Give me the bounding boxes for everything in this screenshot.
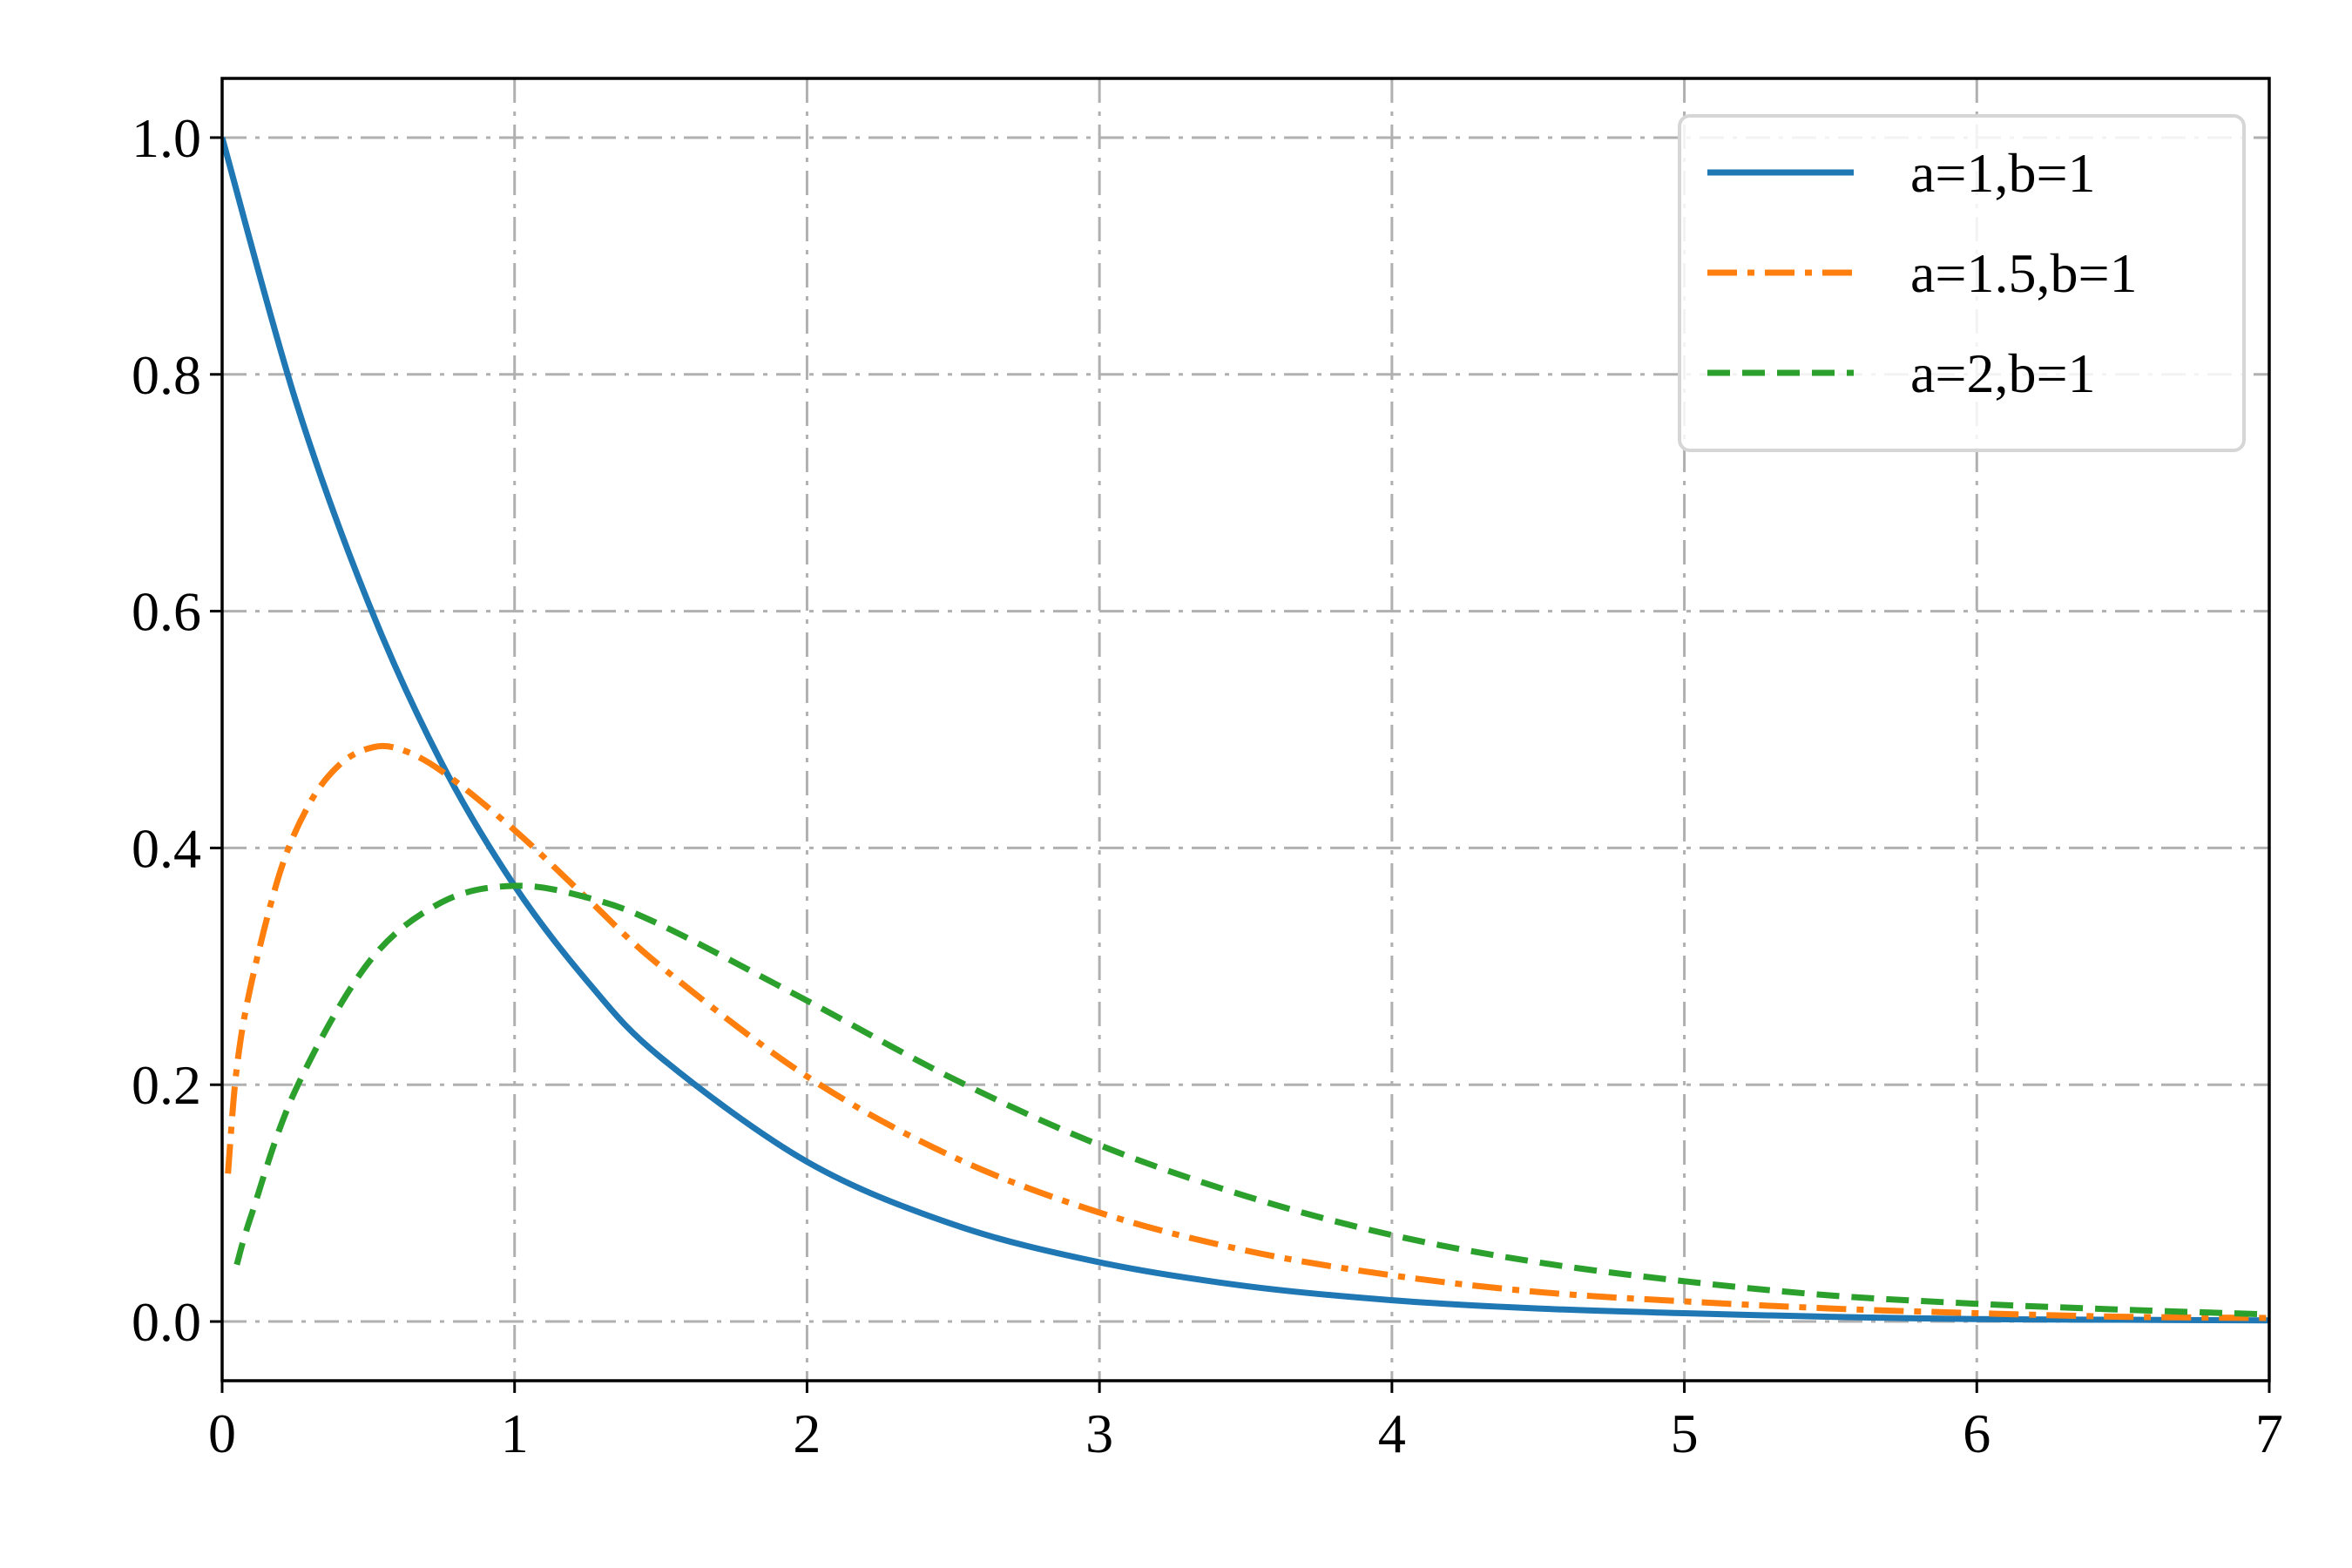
legend-label-3: a=2,b=1 bbox=[1910, 342, 2096, 404]
series-layer bbox=[222, 137, 2269, 1324]
x-tick-label: 4 bbox=[1378, 1402, 1406, 1464]
legend-label-2: a=1.5,b=1 bbox=[1910, 242, 2138, 304]
x-tick-label: 3 bbox=[1085, 1402, 1113, 1464]
series-line-2 bbox=[225, 742, 2269, 1321]
legend: a=1,b=1 a=1.5,b=1 a=2,b=1 bbox=[1678, 114, 2246, 452]
x-tick-label: 6 bbox=[1963, 1402, 1990, 1464]
y-tick-label: 0.2 bbox=[132, 1054, 201, 1116]
x-tick-label: 7 bbox=[2255, 1402, 2283, 1464]
series-line-3 bbox=[233, 882, 2269, 1318]
y-tick-label: 1.0 bbox=[132, 107, 201, 169]
x-tick-label: 1 bbox=[501, 1402, 529, 1464]
y-tick-label: 0.4 bbox=[132, 817, 201, 879]
y-tick-label: 0.6 bbox=[132, 581, 201, 643]
grid bbox=[220, 78, 2271, 1381]
y-tick-label: 0.8 bbox=[132, 344, 201, 406]
legend-label-1: a=1,b=1 bbox=[1910, 142, 2096, 204]
x-tick-label: 2 bbox=[793, 1402, 821, 1464]
legend-box bbox=[1678, 114, 2246, 452]
x-tick-label: 0 bbox=[208, 1402, 236, 1464]
series-line-1 bbox=[222, 137, 2269, 1324]
y-tick-label: 0.0 bbox=[132, 1291, 201, 1353]
x-tick-label: 5 bbox=[1671, 1402, 1699, 1464]
ticks: 0 1 2 3 4 5 6 7 0.0 0.2 0.4 0.6 0.8 1.0 bbox=[132, 107, 2283, 1464]
plot-frame bbox=[220, 77, 2271, 1382]
